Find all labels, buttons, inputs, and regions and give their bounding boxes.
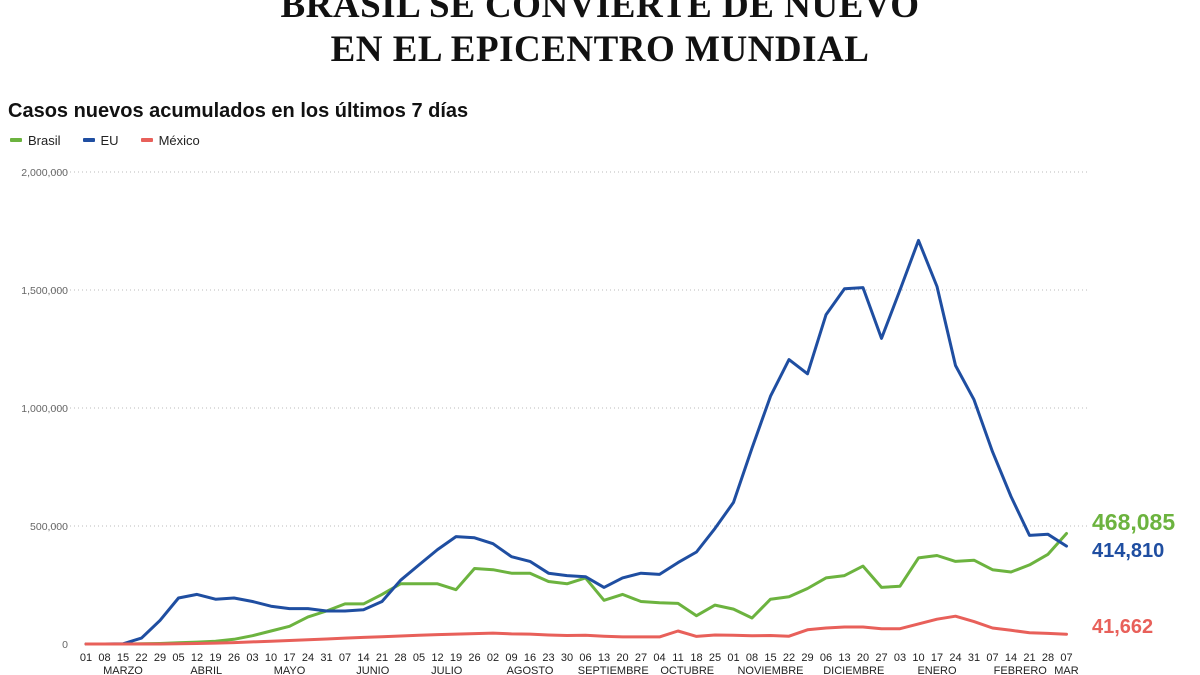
x-axis-ticks: 01 08 15 22 29 05 12 19 26 03 10 17 24 31 07 14 21 28 05 12… bbox=[80, 652, 1073, 664]
x-tick-label: 05 bbox=[172, 652, 184, 664]
x-tick-label: 21 bbox=[1023, 652, 1035, 664]
x-tick-label: 06 bbox=[579, 652, 591, 664]
x-tick-label: 08 bbox=[746, 652, 758, 664]
x-tick-label: 05 bbox=[413, 652, 425, 664]
x-tick-label: 13 bbox=[838, 652, 850, 664]
series-lines bbox=[84, 238, 1068, 646]
x-tick-label: 12 bbox=[431, 652, 443, 664]
x-month-label: ENERO bbox=[917, 665, 957, 675]
x-axis-months: MARZO ABRIL MAYO JUNIO JULIO AGOSTO SEPTIEMBRE… bbox=[103, 665, 1079, 675]
x-month-label: SEPTIEMBRE bbox=[578, 665, 649, 675]
x-tick-label: 16 bbox=[524, 652, 536, 664]
x-tick-label: 11 bbox=[672, 652, 683, 664]
x-tick-label: 04 bbox=[653, 652, 665, 664]
x-tick-label: 07 bbox=[986, 652, 998, 664]
x-tick-label: 08 bbox=[98, 652, 110, 664]
y-tick-label: 1,000,000 bbox=[21, 403, 68, 415]
y-axis-ticks: 0 500,000 1,000,000 1,500,000 2,000,000 bbox=[21, 167, 68, 651]
x-tick-label: 20 bbox=[616, 652, 628, 664]
x-tick-label: 15 bbox=[764, 652, 776, 664]
x-tick-label: 19 bbox=[450, 652, 462, 664]
x-tick-label: 19 bbox=[209, 652, 221, 664]
x-tick-label: 09 bbox=[505, 652, 517, 664]
x-month-label: DICIEMBRE bbox=[823, 665, 884, 675]
x-tick-label: 07 bbox=[1060, 652, 1072, 664]
x-tick-label: 24 bbox=[302, 652, 314, 664]
x-tick-label: 18 bbox=[690, 652, 702, 664]
x-tick-label: 10 bbox=[912, 652, 924, 664]
x-tick-label: 30 bbox=[561, 652, 573, 664]
x-tick-label: 23 bbox=[542, 652, 554, 664]
x-tick-label: 03 bbox=[246, 652, 258, 664]
x-tick-label: 22 bbox=[135, 652, 147, 664]
legend-swatch-eu bbox=[82, 138, 95, 142]
x-tick-label: 29 bbox=[154, 652, 166, 664]
x-month-label: ABRIL bbox=[190, 665, 222, 675]
x-tick-label: 14 bbox=[1005, 652, 1017, 664]
x-tick-label: 06 bbox=[820, 652, 832, 664]
legend-swatch-mexico bbox=[140, 138, 153, 142]
x-month-label: JULIO bbox=[431, 665, 463, 675]
x-tick-label: 27 bbox=[635, 652, 647, 664]
x-tick-label: 07 bbox=[339, 652, 351, 664]
x-tick-label: 01 bbox=[80, 652, 92, 664]
x-tick-label: 26 bbox=[468, 652, 480, 664]
y-tick-label: 2,000,000 bbox=[21, 167, 68, 179]
x-tick-label: 25 bbox=[709, 652, 721, 664]
chart-subtitle: Casos nuevos acumulados en los últimos 7… bbox=[8, 100, 469, 122]
x-tick-label: 14 bbox=[357, 652, 369, 664]
x-tick-label: 12 bbox=[191, 652, 203, 664]
x-tick-label: 02 bbox=[487, 652, 499, 664]
y-tick-label: 1,500,000 bbox=[21, 285, 68, 297]
x-tick-label: 24 bbox=[949, 652, 961, 664]
x-tick-label: 17 bbox=[931, 652, 943, 664]
x-month-label: JUNIO bbox=[356, 665, 389, 675]
x-tick-label: 01 bbox=[727, 652, 739, 664]
x-tick-label: 13 bbox=[598, 652, 610, 664]
end-label-eu: 414,810 bbox=[1092, 540, 1164, 562]
x-tick-label: 31 bbox=[320, 652, 332, 664]
x-tick-label: 22 bbox=[783, 652, 795, 664]
x-tick-label: 29 bbox=[801, 652, 813, 664]
x-month-label: MAYO bbox=[274, 665, 306, 675]
legend: Brasil EU México bbox=[10, 131, 222, 149]
series-line-brasil bbox=[84, 532, 1068, 646]
series-line-méxico bbox=[84, 614, 1068, 646]
legend-item-eu: EU bbox=[82, 132, 119, 148]
end-label-méxico: 41,662 bbox=[1092, 616, 1153, 638]
gridlines bbox=[50, 171, 1090, 527]
legend-item-brasil: Brasil bbox=[10, 133, 61, 148]
end-label-brasil: 468,085 bbox=[1092, 509, 1175, 535]
x-month-label: MARZO bbox=[103, 665, 143, 675]
x-tick-label: 15 bbox=[117, 652, 129, 664]
x-tick-label: 20 bbox=[857, 652, 869, 664]
x-month-label: NOVIEMBRE bbox=[737, 665, 803, 675]
x-tick-label: 28 bbox=[394, 652, 406, 664]
x-tick-label: 03 bbox=[894, 652, 906, 664]
y-tick-label: 500,000 bbox=[30, 521, 68, 533]
x-month-label: OCTUBRE bbox=[660, 665, 714, 675]
legend-label-eu: EU bbox=[100, 132, 119, 148]
x-tick-label: 17 bbox=[283, 652, 295, 664]
x-month-label: FEBRERO bbox=[994, 665, 1048, 675]
x-tick-label: 26 bbox=[228, 652, 240, 664]
x-tick-label: 10 bbox=[265, 652, 277, 664]
x-month-label: MAR bbox=[1054, 665, 1079, 675]
legend-swatch-brasil bbox=[10, 138, 22, 142]
legend-label-mexico: México bbox=[158, 132, 200, 148]
series-line-eu bbox=[84, 238, 1068, 646]
chart-title-line-1: BRASIL SE CONVIERTE DE NUEVO bbox=[280, 0, 920, 26]
chart-title-line-2: EN EL EPICENTRO MUNDIAL bbox=[330, 29, 870, 70]
x-tick-label: 28 bbox=[1042, 652, 1054, 664]
x-tick-label: 27 bbox=[875, 652, 887, 664]
x-month-label: AGOSTO bbox=[507, 665, 554, 675]
legend-item-mexico: México bbox=[140, 132, 200, 148]
x-tick-label: 31 bbox=[968, 652, 980, 664]
series-end-labels: 468,085 414,810 41,662 bbox=[1092, 509, 1175, 638]
legend-label-brasil: Brasil bbox=[28, 132, 61, 148]
x-tick-label: 21 bbox=[376, 652, 388, 664]
y-tick-label: 0 bbox=[62, 639, 68, 651]
